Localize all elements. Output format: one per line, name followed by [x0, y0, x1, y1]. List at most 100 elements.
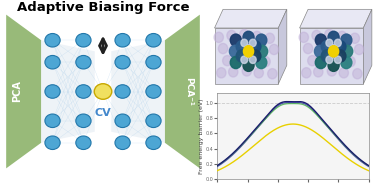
Circle shape	[341, 57, 352, 69]
Circle shape	[341, 34, 352, 46]
Circle shape	[335, 56, 341, 64]
Polygon shape	[278, 9, 287, 84]
Circle shape	[223, 55, 232, 66]
Circle shape	[321, 54, 330, 64]
Circle shape	[253, 31, 262, 42]
Polygon shape	[41, 40, 95, 143]
Circle shape	[94, 84, 112, 99]
Circle shape	[350, 33, 359, 43]
Circle shape	[335, 50, 346, 62]
Circle shape	[299, 32, 308, 42]
Circle shape	[243, 31, 254, 43]
Circle shape	[76, 85, 91, 98]
Circle shape	[235, 54, 245, 64]
Circle shape	[45, 136, 60, 150]
Circle shape	[45, 85, 60, 98]
Circle shape	[115, 55, 130, 69]
Circle shape	[355, 44, 364, 55]
Circle shape	[321, 50, 332, 62]
Circle shape	[240, 29, 249, 40]
Circle shape	[231, 42, 240, 52]
Circle shape	[314, 45, 325, 57]
Circle shape	[76, 55, 91, 69]
Circle shape	[236, 41, 247, 53]
Polygon shape	[299, 9, 372, 28]
Circle shape	[342, 42, 351, 53]
Circle shape	[250, 41, 261, 53]
Circle shape	[146, 85, 161, 98]
Polygon shape	[363, 9, 372, 84]
Circle shape	[242, 66, 251, 76]
Circle shape	[339, 68, 349, 78]
Y-axis label: Free energy barrier (eV): Free energy barrier (eV)	[199, 99, 204, 174]
Polygon shape	[111, 40, 165, 143]
Circle shape	[256, 57, 267, 69]
Circle shape	[304, 43, 313, 54]
Circle shape	[146, 55, 161, 69]
Circle shape	[241, 39, 248, 47]
Circle shape	[256, 34, 267, 46]
Circle shape	[146, 33, 161, 47]
Circle shape	[230, 57, 241, 69]
Circle shape	[243, 46, 254, 57]
Circle shape	[229, 45, 240, 57]
Circle shape	[214, 32, 223, 42]
Circle shape	[315, 57, 326, 69]
Circle shape	[76, 136, 91, 150]
Circle shape	[257, 45, 268, 57]
Circle shape	[76, 114, 91, 128]
Circle shape	[45, 114, 60, 128]
Circle shape	[321, 41, 332, 53]
Circle shape	[115, 114, 130, 128]
Circle shape	[314, 67, 323, 77]
Circle shape	[244, 41, 253, 51]
Circle shape	[328, 46, 339, 57]
Circle shape	[342, 45, 353, 57]
Circle shape	[217, 68, 226, 78]
Text: PCA⁻¹: PCA⁻¹	[184, 77, 193, 106]
Circle shape	[333, 55, 342, 65]
Circle shape	[248, 55, 257, 65]
Circle shape	[257, 42, 266, 53]
Text: PCA: PCA	[12, 81, 23, 102]
Circle shape	[146, 136, 161, 150]
Circle shape	[329, 41, 338, 51]
Circle shape	[230, 34, 241, 46]
Polygon shape	[215, 28, 278, 84]
Circle shape	[146, 114, 161, 128]
Circle shape	[270, 44, 279, 55]
Circle shape	[338, 31, 347, 42]
Circle shape	[261, 57, 270, 67]
Circle shape	[325, 29, 334, 40]
Circle shape	[328, 59, 339, 71]
Circle shape	[346, 57, 355, 67]
Circle shape	[115, 33, 130, 47]
Polygon shape	[165, 15, 200, 168]
Circle shape	[308, 55, 317, 66]
Circle shape	[45, 33, 60, 47]
Circle shape	[353, 69, 362, 79]
Circle shape	[218, 43, 228, 54]
Polygon shape	[299, 28, 363, 84]
Circle shape	[115, 136, 130, 150]
Circle shape	[265, 33, 274, 43]
Circle shape	[249, 56, 256, 64]
Circle shape	[328, 31, 339, 43]
Circle shape	[316, 42, 325, 52]
Circle shape	[268, 69, 277, 79]
Text: Adaptive Biasing Force: Adaptive Biasing Force	[17, 1, 189, 14]
Circle shape	[315, 34, 326, 46]
Circle shape	[302, 68, 311, 78]
Text: CV: CV	[94, 108, 112, 117]
Circle shape	[327, 66, 336, 76]
Circle shape	[335, 41, 346, 53]
Polygon shape	[215, 9, 287, 28]
Circle shape	[229, 67, 238, 77]
Circle shape	[312, 30, 321, 41]
Circle shape	[326, 39, 333, 47]
Circle shape	[76, 33, 91, 47]
Circle shape	[236, 50, 247, 62]
Circle shape	[254, 68, 263, 78]
Circle shape	[227, 30, 236, 41]
Polygon shape	[6, 15, 41, 168]
